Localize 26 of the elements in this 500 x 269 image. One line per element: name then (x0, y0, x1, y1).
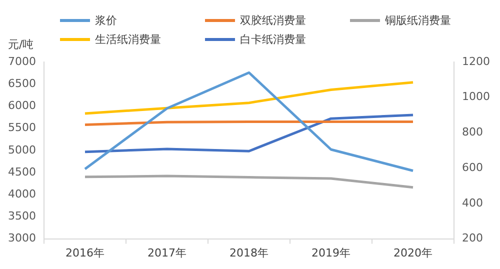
y2-tick-label: 1200 (462, 54, 490, 68)
legend-label: 铜版纸消费量 (384, 13, 452, 28)
y-tick-label: 5500 (8, 121, 36, 134)
y-tick-label: 3500 (8, 210, 36, 223)
y-tick-label: 6500 (8, 76, 36, 90)
y-tick-label: 7000 (8, 54, 36, 68)
y-tick-label: 6000 (8, 99, 36, 112)
y2-tick-label: 800 (462, 126, 484, 139)
y-axis-title: 元/吨 (8, 37, 34, 52)
x-tick-label: 2016年 (65, 246, 104, 260)
legend-label: 生活纸消费量 (94, 32, 162, 47)
x-tick-label: 2018年 (230, 246, 268, 260)
y-tick-label: 4000 (8, 187, 36, 200)
x-tick-label: 2019年 (312, 246, 350, 260)
y2-tick-label: 600 (462, 160, 484, 174)
y2-tick-label: 1000 (462, 90, 490, 104)
x-tick-label: 2017年 (148, 246, 186, 260)
y-tick-label: 5000 (8, 143, 36, 156)
legend-label: 白卡纸消费量 (239, 32, 307, 47)
legend-label: 浆价 (94, 13, 118, 28)
x-tick-label: 2020年 (394, 246, 433, 260)
y-tick-label: 3000 (8, 232, 36, 245)
y2-tick-label: 400 (462, 196, 484, 210)
y-tick-label: 4500 (8, 165, 36, 178)
y2-tick-label: 200 (462, 232, 484, 245)
legend-label: 双胶纸消费量 (239, 13, 307, 28)
